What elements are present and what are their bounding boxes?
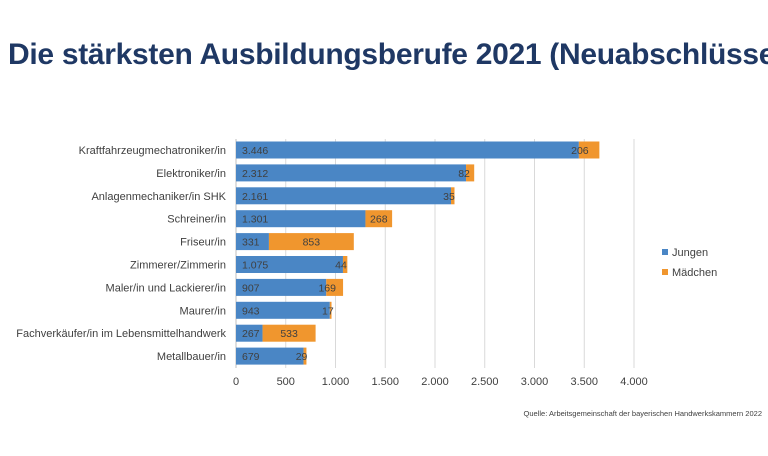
data-label-jungen: 679 [242,351,260,363]
legend-swatch-maedchen [662,269,668,275]
data-label-maedchen: 206 [571,145,589,157]
bar-maedchen [303,347,307,365]
x-tick-label: 2.000 [421,376,449,388]
bar-jungen [236,233,269,251]
category-label: Maurer/in [180,305,226,317]
bar-maedchen [268,233,354,251]
bar-maedchen [466,164,475,182]
source-note: Quelle: Arbeitsgemeinschaft der bayerisc… [523,409,762,418]
bar-maedchen [342,256,348,273]
page-title: Die stärksten Ausbildungsberufe 2021 (Ne… [8,38,768,71]
data-label-maedchen: 853 [303,237,321,249]
legend-label-maedchen: Mädchen [672,267,717,279]
category-label: Metallbauer/in [157,351,226,363]
bar-maedchen [365,210,393,228]
category-label: Elektroniker/in [156,168,226,180]
data-label-maedchen: 533 [280,328,298,340]
value-axis-ticks: 0 500 1.000 1.500 2.000 2.500 3.000 3.500 4.000 [233,376,648,388]
data-label-jungen: 907 [242,282,260,294]
bar-maedchen [326,278,344,296]
x-tick-label: 4.000 [620,376,648,388]
category-label: Schreiner/in [167,214,226,226]
bar-jungen [236,256,343,273]
data-label-jungen: 943 [242,305,260,317]
legend-swatch-jungen [662,249,668,255]
x-tick-label: 500 [277,376,295,388]
x-tick-label: 0 [233,376,239,388]
data-label-maedchen: 35 [443,191,455,203]
data-label-jungen: 3.446 [242,145,268,157]
bar-jungen [236,141,579,159]
bar-jungen [236,278,327,296]
bar-maedchen [578,141,600,159]
category-label: Fachverkäufer/in im Lebensmittelhandwerk [16,328,226,340]
bar-maedchen [329,301,332,319]
data-label-jungen: 2.312 [242,168,268,180]
data-label-jungen: 331 [242,237,260,249]
data-label-maedchen: 17 [322,305,334,317]
bars [236,141,600,365]
category-label: Anlagenmechaniker/in SHK [91,191,226,203]
x-tick-label: 2.500 [471,376,499,388]
bar-jungen [236,324,263,342]
data-label-maedchen: 169 [318,282,336,294]
category-label: Kraftfahrzeugmechatroniker/in [79,145,226,157]
category-label: Maler/in und Lackierer/in [106,282,226,294]
data-label-jungen: 1.301 [242,214,268,226]
x-tick-label: 1.000 [322,376,350,388]
data-label-jungen: 267 [242,328,260,340]
bar-jungen [236,301,330,319]
legend-label-jungen: Jungen [672,247,708,259]
bar-jungen [236,164,467,182]
x-tick-label: 3.000 [521,376,549,388]
data-label-jungen: 1.075 [242,260,268,272]
category-label: Zimmerer/Zimmerin [130,260,226,272]
bar-jungen [236,187,452,205]
bar-jungen [236,347,304,365]
data-labels: 3.446 206 2.312 82 2.161 35 1.301 268 331 853 1.07… [242,145,589,363]
x-tick-label: 3.500 [570,376,598,388]
data-label-maedchen: 29 [296,351,308,363]
data-label-maedchen: 82 [458,168,470,180]
category-axis-labels: Kraftfahrzeugmechatroniker/in Elektronike… [16,145,226,363]
category-label: Friseur/in [180,237,226,249]
legend: Jungen Mädchen [662,247,717,279]
data-label-jungen: 2.161 [242,191,268,203]
data-label-maedchen: 268 [370,214,388,226]
data-label-maedchen: 44 [335,260,347,272]
x-tick-label: 1.500 [371,376,399,388]
bar-maedchen [451,187,455,205]
bar-maedchen [262,324,316,342]
bar-jungen [236,210,366,228]
